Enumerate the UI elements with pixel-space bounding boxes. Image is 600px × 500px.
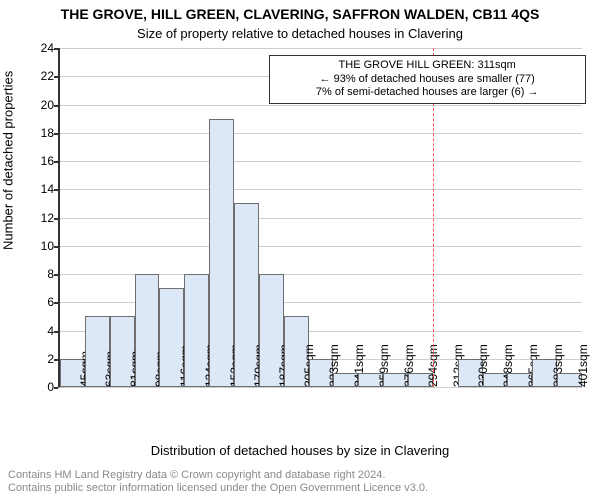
plot-area: 02468101214161820222445sqm63sqm81sqm98sq…: [58, 48, 582, 388]
grid-line: [60, 133, 582, 134]
y-tick-label: 24: [41, 41, 60, 55]
grid-line: [60, 246, 582, 247]
chart-title: THE GROVE, HILL GREEN, CLAVERING, SAFFRO…: [0, 6, 600, 22]
grid-line: [60, 48, 582, 49]
x-axis-label: Distribution of detached houses by size …: [0, 443, 600, 458]
y-tick-label: 14: [41, 182, 60, 196]
y-tick-label: 18: [41, 126, 60, 140]
annotation-line: 7% of semi-detached houses are larger (6…: [276, 86, 579, 100]
chart-subtitle: Size of property relative to detached ho…: [0, 26, 600, 41]
footer-attribution: Contains HM Land Registry data © Crown c…: [8, 469, 428, 497]
x-tick-label: 401sqm: [574, 344, 590, 387]
y-tick-label: 2: [47, 352, 60, 366]
footer-line: Contains public sector information licen…: [8, 482, 428, 496]
grid-line: [60, 189, 582, 190]
annotation-box: THE GROVE HILL GREEN: 311sqm← 93% of det…: [269, 55, 586, 104]
y-tick-label: 16: [41, 154, 60, 168]
y-tick-label: 8: [47, 267, 60, 281]
y-tick-label: 10: [41, 239, 60, 253]
y-tick-label: 12: [41, 211, 60, 225]
y-tick-label: 4: [47, 324, 60, 338]
y-tick-label: 0: [47, 380, 60, 394]
grid-line: [60, 105, 582, 106]
chart-container: { "title": "THE GROVE, HILL GREEN, CLAVE…: [0, 0, 600, 500]
annotation-line: ← 93% of detached houses are smaller (77…: [276, 73, 579, 87]
annotation-line: THE GROVE HILL GREEN: 311sqm: [276, 59, 579, 73]
grid-line: [60, 218, 582, 219]
y-tick-label: 6: [47, 295, 60, 309]
grid-line: [60, 161, 582, 162]
footer-line: Contains HM Land Registry data © Crown c…: [8, 469, 428, 483]
y-tick-label: 20: [41, 98, 60, 112]
y-axis-label: Number of detached properties: [1, 71, 16, 250]
y-tick-label: 22: [41, 69, 60, 83]
